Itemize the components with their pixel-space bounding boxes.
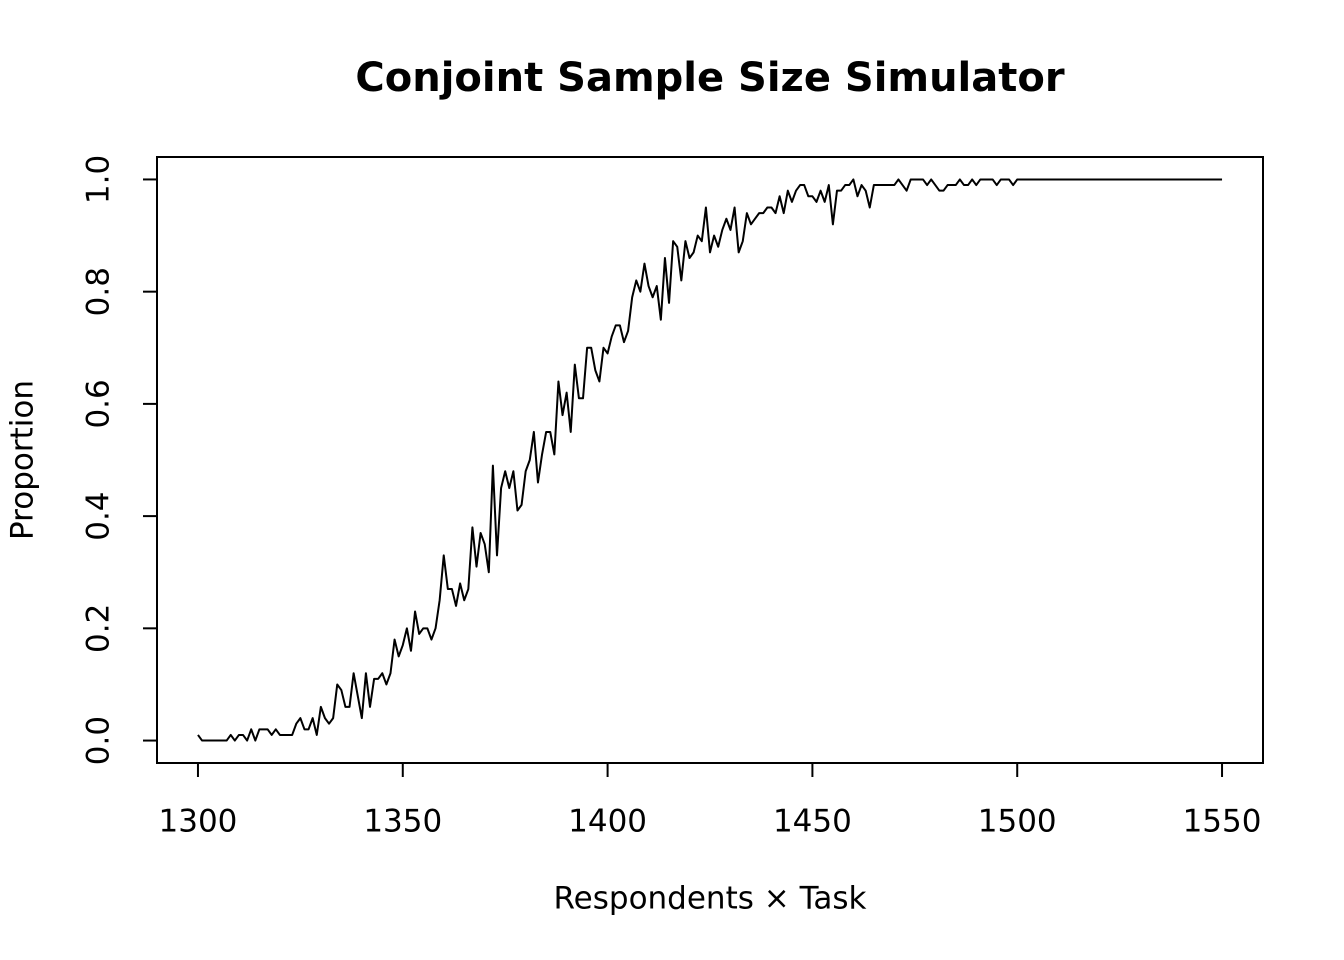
x-tick-label: 1500 [978,804,1057,840]
x-tick-label: 1300 [159,804,238,840]
x-tick-label: 1550 [1183,804,1262,840]
y-axis-title: Proportion [5,380,41,540]
y-tick-label: 0.2 [81,604,117,653]
x-tick-label: 1450 [773,804,852,840]
data-line [197,178,1223,742]
y-tick-label: 0.6 [81,379,117,428]
y-tick-label: 1.0 [81,155,117,204]
x-axis-title: Respondents × Task [554,881,867,917]
plot-frame [156,156,1264,764]
x-tick-label: 1350 [363,804,442,840]
y-tick-label: 0.4 [81,491,117,540]
x-tick-label: 1400 [568,804,647,840]
y-tick-label: 0.0 [81,716,117,765]
chart-title: Conjoint Sample Size Simulator [355,55,1064,101]
y-tick-label: 0.8 [81,267,117,316]
